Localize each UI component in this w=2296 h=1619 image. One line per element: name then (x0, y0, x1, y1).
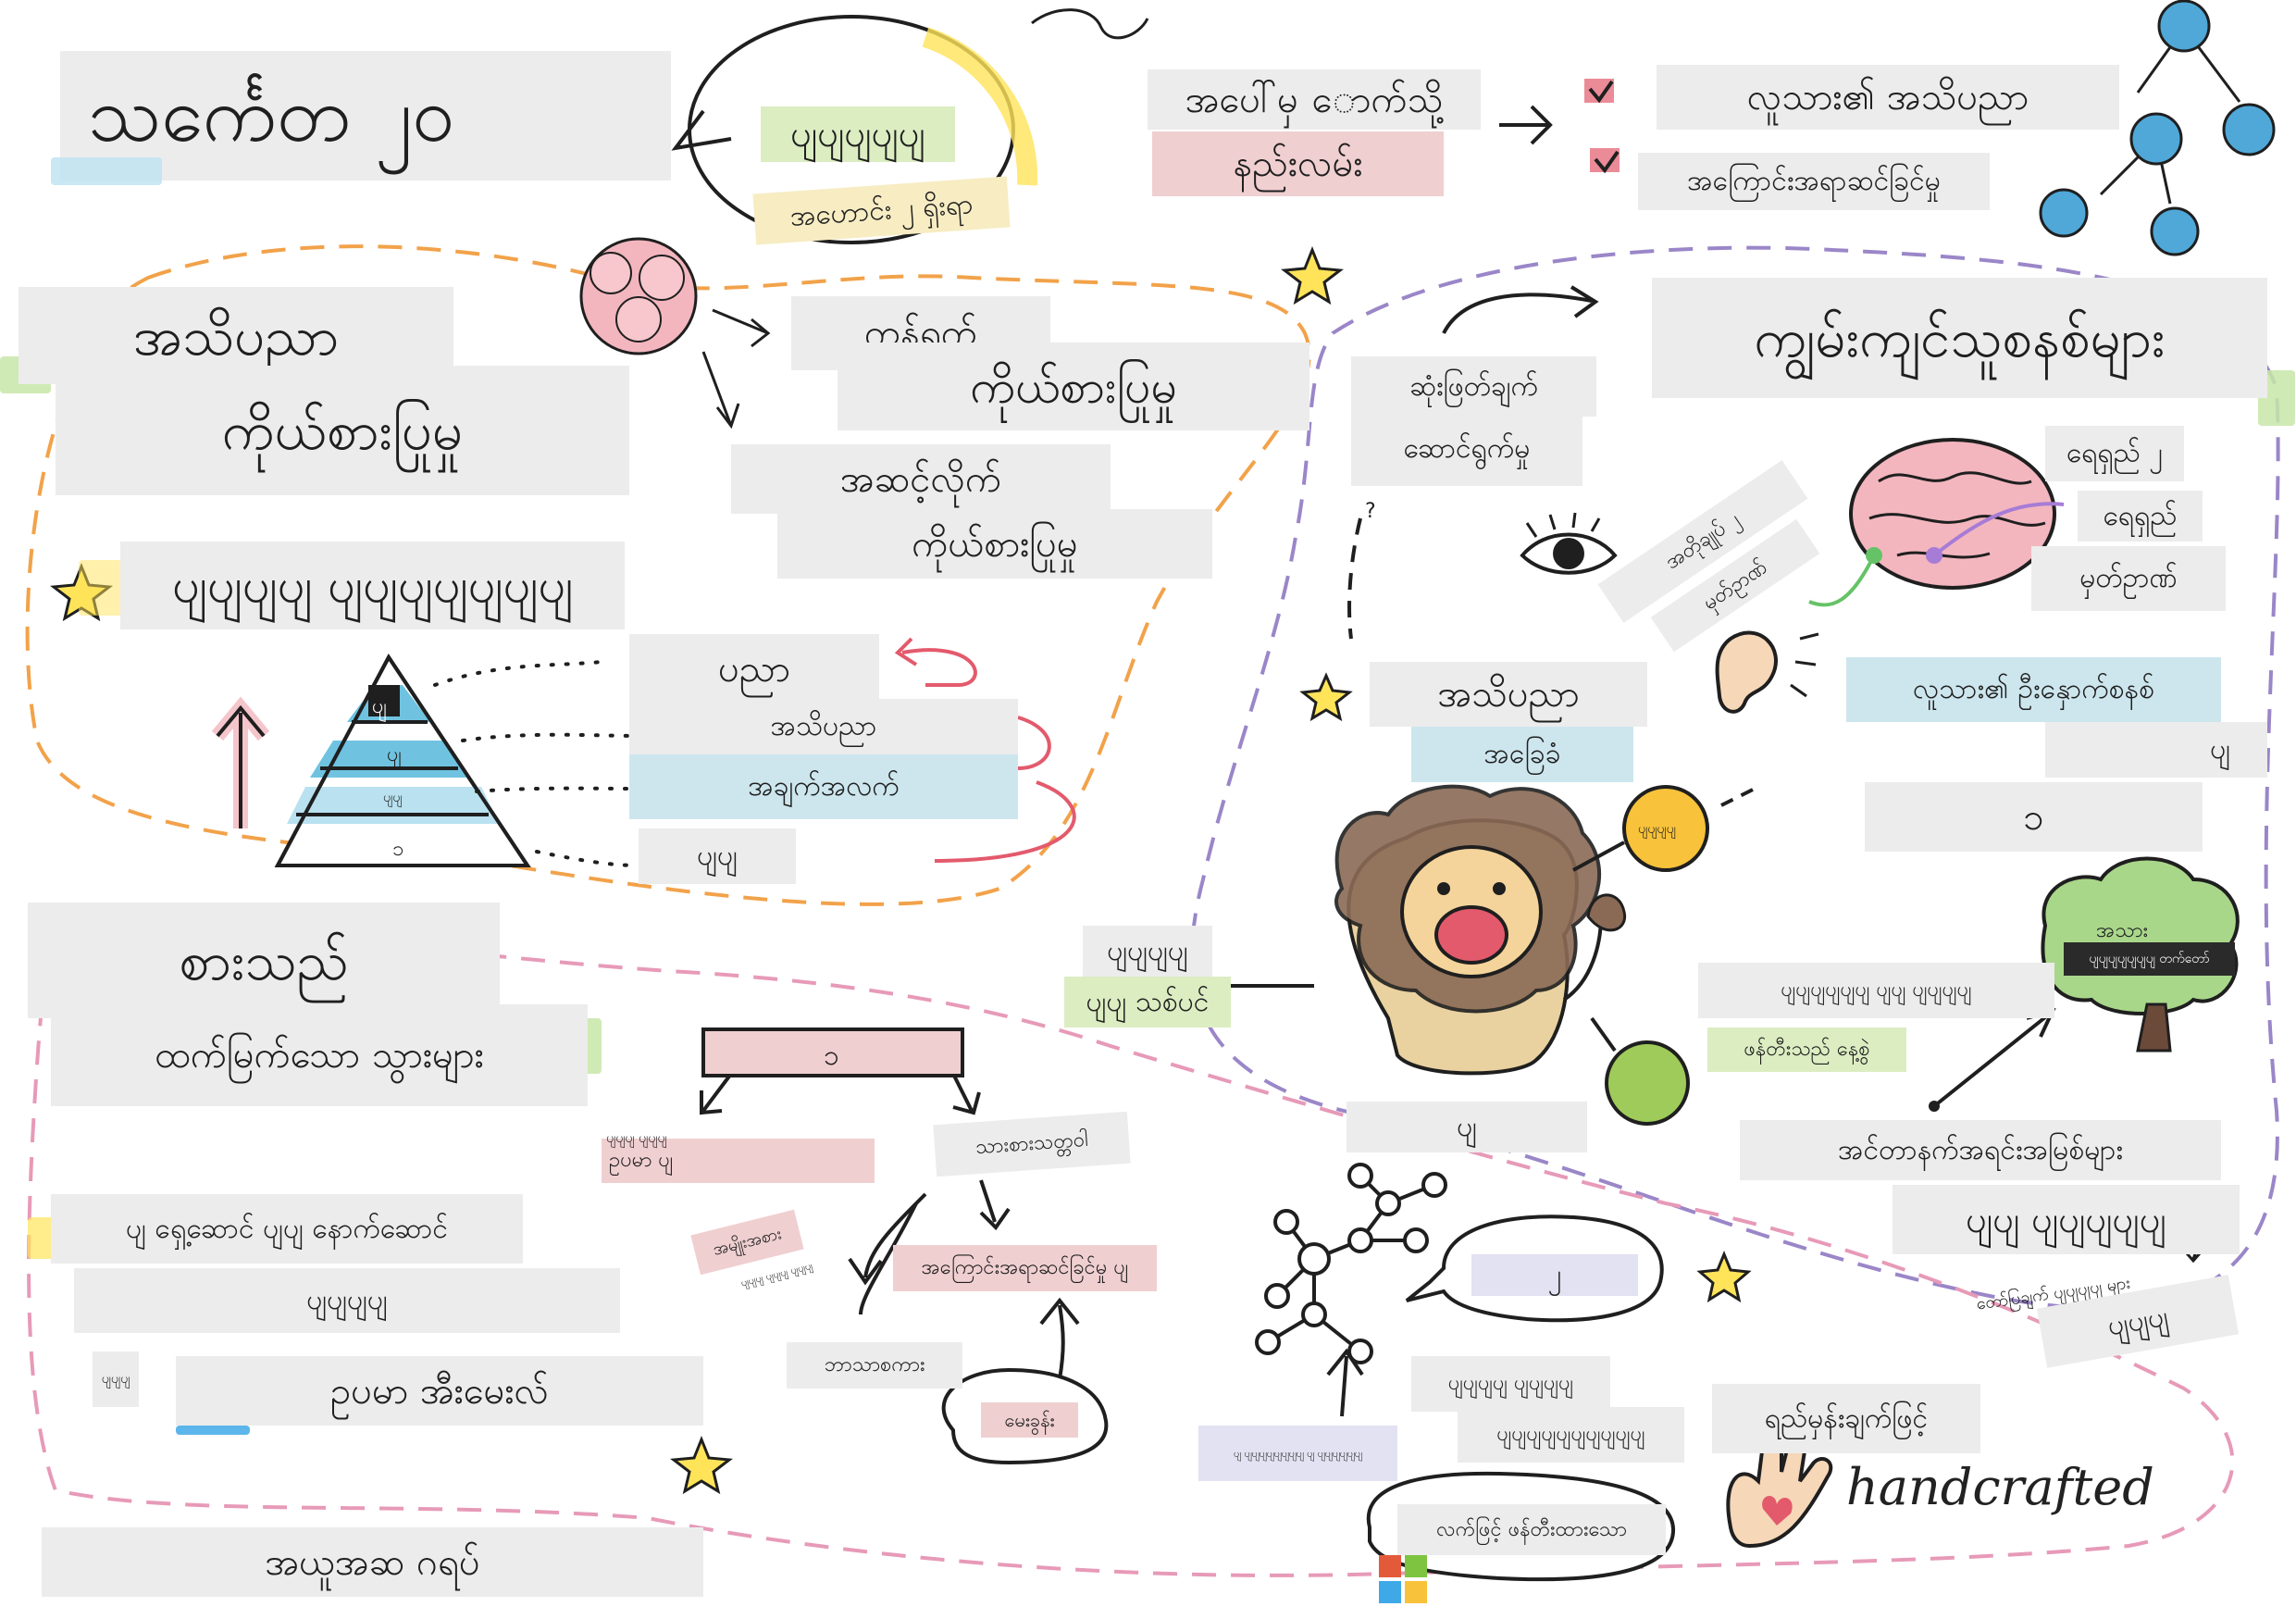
handmade-label: လက်ဖြင့် ဖန်တီးထားသော (1397, 1504, 1666, 1555)
ontology-region-outline (27, 931, 2235, 1577)
sun-label: ပျပျပျပျ (1638, 822, 1676, 837)
pink-brain-icon (579, 237, 698, 355)
network-small-label: ပျ ပျပျပျပျပျပျပျပျ ပျ ပျပျပျပျပျပျ (1198, 1426, 1397, 1481)
pyramid-label-4: ၁ (392, 838, 404, 861)
sun-circle (1622, 785, 1709, 872)
network-bubble-label: ၂ (1471, 1254, 1638, 1296)
network-molecule-icon (1255, 1163, 1447, 1364)
expert-box-2: ၁ (1865, 782, 2203, 852)
long-memory-label-c: မှတ်ဥာဏ် (2031, 546, 2226, 611)
lion-label-b: ပျပျ သစ်ပင် (1064, 977, 1231, 1027)
dikw-title: ပျပျပျပျ ပျပျပျပျပျပျပျ (120, 542, 625, 629)
lion-note-a: ပျပျပျပျပျပျ ပျပျ ပျပျပျပျ (1698, 963, 2054, 1018)
knowledge-base-label-b: အခြေခံ (1411, 727, 1633, 782)
ontology-title-2: ထက်မြက်သော သွားများ (51, 1004, 588, 1106)
expert-systems-title: ကျွမ်းကျင်သူစနစ်များ (1652, 278, 2267, 398)
long-memory-label-b: ရေရှည် (2078, 491, 2203, 542)
pyramid-label-2: ပျ (387, 743, 403, 766)
page-title: သင်္ကေတ ၂၀ (60, 51, 671, 181)
network-repr-label-b: ကိုယ်စားပြုမှု (838, 342, 1309, 430)
handcrafted-text: handcrafted (1846, 1458, 2154, 1516)
brain-icon (1849, 438, 2056, 590)
network-label-b: ပျပျပျပျပျပျပျပျပျပျ (1458, 1407, 1684, 1463)
flow-line2: နည်းလမ်း (1152, 131, 1444, 196)
tree-left-label: ဥပမာ ပျ (602, 1139, 875, 1183)
ontology-small: ပျပျပျ (93, 1351, 139, 1407)
decision-label-a: ဆုံးဖြတ်ချက် (1351, 356, 1596, 417)
question-mark: ? (1365, 500, 1376, 523)
tree-dark-label: ပျပျပျပျပျပျပျ တက်တော် (2064, 942, 2235, 976)
lion-label-a: ပျပျပျပျ (1083, 926, 1212, 977)
badge-top: ပျပျပျပျပျ (761, 106, 955, 162)
knowledge-base-label-a: အသိပညာ (1370, 662, 1647, 727)
internet-resources-label: အင်တာနက်အရင်းအမြစ်များ (1740, 1120, 2221, 1180)
dikw-level-data: ပျပျ (639, 828, 796, 884)
tree-tag-2: အကြောင်းအရာဆင်ခြင်မှု ပျ (893, 1245, 1157, 1291)
network-label-a: ပျပျပျပျ ပျပျပျပျ (1411, 1356, 1610, 1412)
tree-bubble-label: မေးခွန်း (981, 1402, 1078, 1438)
node-graph-icon (2039, 0, 2276, 256)
tree-top-label: အသား (2096, 919, 2149, 942)
human-brain-system-label: လူသား၏ ဦးနှောက်စနစ် (1846, 657, 2221, 722)
pyramid-label-top: ပျ (372, 695, 388, 718)
ontology-line-2: ပျပျပျပျ (74, 1268, 620, 1333)
check-item-human-knowledge: လူသား၏ အသိပညာ (1657, 65, 2119, 130)
tree-root-label: ၁ (824, 1040, 839, 1072)
ontology-line-1: ပျ ရှေ့ဆောင် ပျပျ နောက်ဆောင် (51, 1194, 523, 1264)
check-item-reasoning: အကြောင်းအရာဆင်ခြင်မှု (1638, 153, 1990, 210)
dikw-level-wisdom: ပညာ (629, 634, 879, 704)
green-circle (1605, 1040, 1690, 1126)
dikw-level-information: အချက်အလက် (629, 754, 1018, 819)
knowledge-region-outline (25, 244, 1311, 906)
knowledge-title-2: ကိုယ်စားပြုမှု (56, 366, 629, 495)
pyramid-label-3: ပျပျ (383, 791, 403, 805)
lion-icon (1334, 784, 1627, 1076)
decision-label-b: ဆောင်ရွက်မှု (1351, 412, 1582, 486)
hierarchy-repr-label-a: အဆင့်လိုက် (731, 444, 1111, 514)
ontology-line-3: ဥပမာ အီးမေးလ် (176, 1356, 703, 1426)
hierarchy-repr-label-b: ကိုယ်စားပြုမှု (777, 509, 1212, 579)
eye-icon (1520, 512, 1618, 575)
tree-lang-label: ဘာသာစကား (787, 1342, 962, 1389)
concept-graph-label: အယူအဆ ဂရပ် (42, 1527, 703, 1597)
colorful-logo-icon (1379, 1555, 1427, 1603)
expert-region-outline (1190, 245, 2280, 1311)
tree-box-label: ပျပျ ပျပျပျပျပျ (1893, 1185, 2240, 1254)
ontology-title-1: စားသည် (28, 903, 500, 1018)
purpose-label: ရည်မှန်းချက်ဖြင့် (1712, 1384, 1980, 1453)
lion-bottom-label: ပျ (1347, 1102, 1587, 1152)
ear-icon (1715, 630, 1819, 714)
dikw-level-knowledge: အသိပညာ (629, 699, 1018, 754)
tree-left-small: ပျပျပျ ပျပျပျ (606, 1131, 667, 1146)
flow-line1: အပေါ်မှ ောက်သို့ (1148, 69, 1481, 130)
long-memory-label-a: ရေရှည် ၂ (2045, 426, 2184, 481)
lion-note-b: ဖန်တီးသည် နေ့စွဲ (1707, 1027, 1906, 1072)
dikw-pyramid (274, 654, 531, 867)
expert-box-1: ပျ (2045, 722, 2267, 778)
